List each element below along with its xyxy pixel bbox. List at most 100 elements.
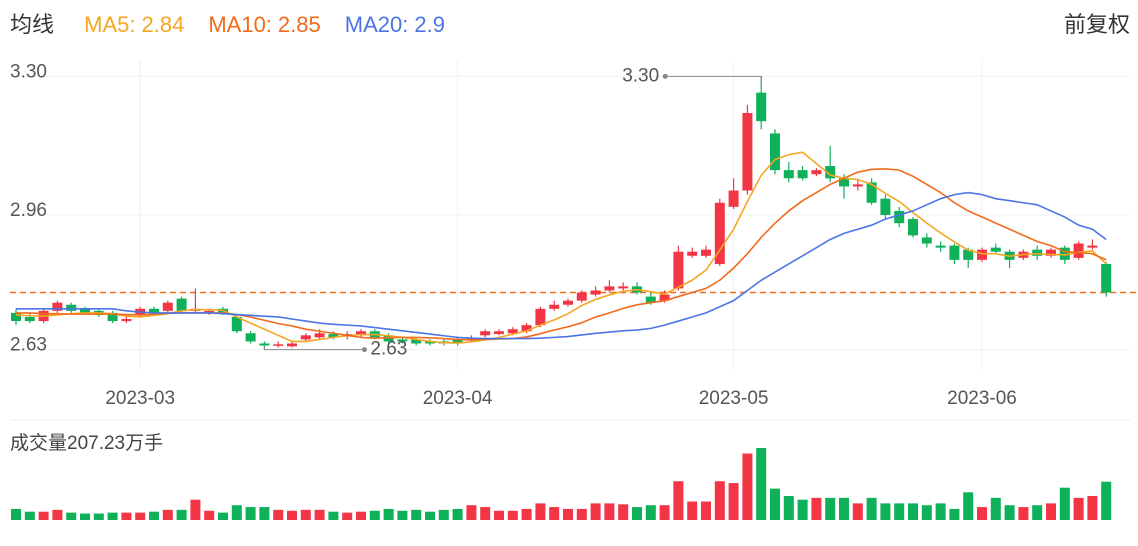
volume-bar [590, 503, 601, 520]
volume-bar [314, 509, 325, 520]
volume-bar [259, 507, 270, 520]
min-label: 2.63 [370, 339, 407, 360]
volume-bar [494, 510, 504, 520]
volume-bar [1032, 505, 1043, 520]
candle-body [204, 310, 215, 313]
ma-label: 均线 [10, 12, 55, 37]
volume-bar [673, 481, 684, 520]
candle-body [604, 286, 615, 291]
candle-body [356, 331, 366, 336]
candle-body [921, 237, 932, 244]
candle-body [687, 251, 698, 256]
candle-body [852, 184, 863, 187]
candle-body [273, 344, 284, 346]
min-dot [361, 347, 367, 353]
candle-body [549, 304, 560, 309]
volume-bar [93, 513, 104, 520]
max-dot [662, 73, 668, 79]
candle-body [714, 202, 725, 264]
candle-body [11, 312, 21, 322]
candle-body [411, 339, 422, 344]
volume-bar [866, 497, 877, 520]
candle-body [908, 219, 918, 236]
volume-bar [66, 512, 77, 520]
x-tick-label: 2023-03 [105, 388, 175, 409]
volume-bar [1073, 497, 1084, 520]
adjust-label[interactable]: 前复权 [1063, 12, 1130, 37]
candle-body [1059, 247, 1070, 260]
x-tick-label: 2023-04 [423, 388, 493, 409]
volume-bar [1046, 503, 1056, 520]
candle-body [149, 308, 159, 313]
volume-bar [190, 499, 201, 520]
volume-bar [287, 510, 297, 520]
volume-bar [204, 510, 215, 520]
y-tick-label: 3.30 [10, 61, 47, 82]
candle-body [259, 343, 270, 346]
candle-body [770, 133, 780, 171]
volume-value: 207.23 [67, 433, 126, 454]
y-tick-label: 2.96 [10, 200, 47, 221]
candle-body [990, 247, 1001, 252]
ma-value: 2.85 [277, 12, 321, 37]
volume-bar [645, 505, 656, 520]
ma-legend: MA20: 2.9 [345, 12, 445, 37]
candle-body [894, 210, 905, 224]
candle-body [659, 294, 670, 301]
candle-body [107, 312, 118, 322]
volume-bar [162, 509, 173, 520]
volume-bar [783, 496, 794, 520]
candle-body [66, 304, 77, 311]
ma-name: MA10: [208, 12, 272, 37]
volume-bar [149, 511, 159, 520]
candle-body [825, 166, 836, 179]
candle-body [728, 190, 739, 207]
candle-body [797, 170, 808, 179]
candle-body [949, 245, 960, 260]
volume-bar [880, 503, 891, 520]
volume-bar [397, 510, 408, 520]
volume-bar [535, 503, 546, 520]
volume-bar [1018, 507, 1029, 520]
volume-bar [521, 508, 532, 520]
candle-body [494, 331, 504, 335]
candle-body [866, 182, 877, 203]
candle-body [328, 334, 339, 338]
volume-bar [618, 504, 629, 520]
volume-bar [659, 505, 670, 520]
ma-name: MA5: [84, 12, 136, 37]
volume-bar [728, 483, 739, 520]
candle-body [1101, 263, 1112, 293]
candle-body [521, 325, 532, 332]
volume-bar [383, 508, 394, 520]
volume-bar [80, 513, 90, 520]
candle-body [535, 308, 546, 326]
candle-body [963, 249, 974, 260]
volume-bar [811, 497, 822, 520]
volume-bar [466, 505, 477, 520]
volume-bar [935, 503, 946, 520]
candle-body [1087, 245, 1098, 248]
volume-bar [107, 512, 118, 520]
volume-bar [921, 505, 932, 520]
ma-legend: MA10: 2.85 [208, 12, 320, 37]
ma-line [15, 151, 1107, 344]
volume-bar [425, 511, 435, 520]
volume-bar [701, 501, 711, 520]
x-tick-label: 2023-05 [699, 388, 769, 409]
volume-bar [245, 507, 256, 520]
x-tick-label: 2023-06 [947, 388, 1017, 409]
volume-bar [977, 507, 987, 520]
volume-bar [756, 448, 767, 520]
candle-body [756, 92, 767, 122]
volume-bar [24, 511, 35, 520]
candle-body [880, 198, 891, 215]
volume-bar [1004, 505, 1015, 520]
volume-bar [452, 508, 463, 520]
candle-body [977, 249, 987, 260]
volume-bar [825, 497, 836, 520]
candle-body [245, 333, 256, 342]
volume-bar [300, 509, 311, 520]
